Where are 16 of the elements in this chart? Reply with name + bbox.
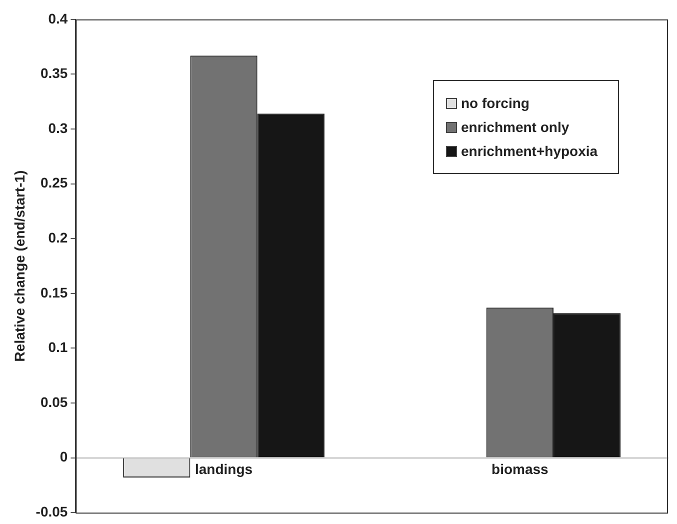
y-axis-title: Relative change (end/start-1) — [11, 170, 28, 362]
y-tick-label: 0.05 — [40, 394, 68, 410]
y-tick-label: 0.4 — [48, 10, 68, 26]
x-tick-label: landings — [195, 461, 253, 478]
legend-label: no forcing — [461, 95, 530, 111]
legend-label: enrichment only — [461, 119, 570, 135]
x-tick-label: biomass — [492, 461, 549, 478]
y-tick-label: 0 — [60, 448, 68, 465]
legend-label: enrichment+hypoxia — [461, 143, 598, 159]
y-tick-label: 0.2 — [48, 229, 68, 246]
y-tick-label: 0.1 — [48, 339, 68, 356]
y-tick-label: 0.3 — [48, 120, 68, 136]
y-tick-label: 0.25 — [40, 174, 68, 191]
y-tick-label: 0.35 — [40, 65, 68, 82]
y-tick-label: -0.05 — [36, 503, 68, 520]
y-tick-label: 0.15 — [40, 284, 68, 300]
